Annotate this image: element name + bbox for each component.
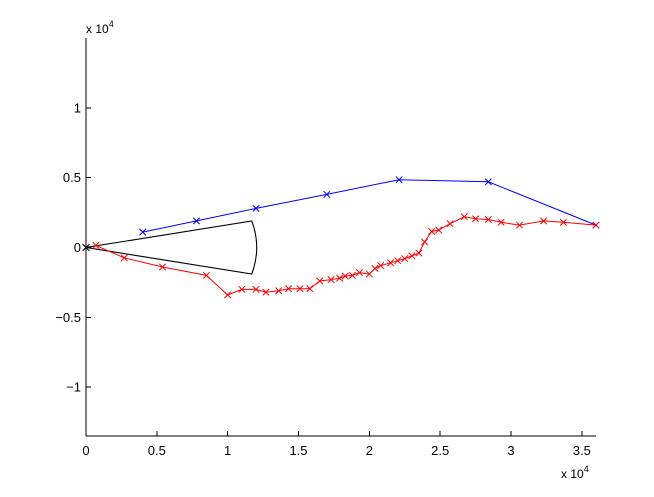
x-tick-label-5: 2.5 [431,443,449,458]
series-1-point-6 [252,285,260,293]
x-tick-label-0: 0 [82,443,89,458]
series-1-point-5 [238,285,246,293]
series-1-point-10 [296,285,304,293]
series-1-point-22 [394,257,402,265]
series-1-point-27 [428,227,436,235]
x-tick-label-2: 1 [224,443,231,458]
series-1-point-35 [540,217,548,225]
series-1-line [95,216,597,296]
x-tick-label-7: 3.5 [573,443,591,458]
series-0 [139,176,600,236]
series-0-point-4 [395,176,403,184]
series-1 [92,213,600,299]
y-ticks: 1 0.5 0 −0.5 −1 [55,100,91,395]
series-1-point-2 [158,263,167,271]
series-1-point-26 [421,238,429,246]
series-0-point-3 [323,190,331,198]
series-1-point-1 [120,254,128,262]
series-1-point-36 [559,218,567,226]
y-tick-label-1: 0.5 [63,170,81,185]
series-1-point-34 [515,221,524,229]
y-multiplier-exponent: 4 [109,19,114,29]
series-1-point-7 [262,288,270,296]
x-tick-label-1: 0.5 [148,443,166,458]
series-1-point-15 [341,272,349,280]
series-1-point-16 [348,271,356,279]
series-1-point-25 [415,249,423,257]
series-1-point-28 [435,226,443,234]
series-1-point-13 [327,276,335,284]
series-0-line [142,179,597,233]
series-1-point-12 [316,277,324,285]
series-1-point-19 [371,264,379,272]
series-layer [82,176,600,299]
plot-area: 0 0.5 1 1.5 2 2.5 3 3.5 1 0.5 0 −0.5 −1 [55,38,600,458]
series-1-point-30 [460,213,468,221]
series-1-point-3 [202,271,210,279]
series-0-point-2 [252,204,260,212]
series-1-point-31 [472,215,480,223]
series-1-point-4 [224,291,232,299]
series-1-point-24 [408,252,416,260]
series-0-point-0 [139,228,147,236]
series-1-point-21 [387,259,395,267]
series-1-point-32 [484,215,492,224]
x-tick-label-4: 2 [366,443,373,458]
series-1-point-11 [306,285,314,293]
series-1-point-37 [592,221,600,229]
series-0-point-5 [484,178,492,186]
y-tick-label-2: 0 [74,240,81,255]
series-1-point-17 [355,269,363,277]
series-1-point-29 [446,220,454,228]
series-1-point-33 [497,218,505,226]
x-ticks: 0 0.5 1 1.5 2 2.5 3 3.5 [82,431,591,458]
series-0-point-1 [192,217,201,225]
series-1-point-8 [275,287,283,295]
series-1-point-0 [92,241,100,249]
y-multiplier-base: x 10 [86,22,109,36]
series-1-point-18 [365,270,373,278]
origin-marker [82,243,90,252]
x-tick-label-3: 1.5 [289,443,307,458]
annotation-shapes [85,220,258,275]
series-1-point-9 [285,285,293,293]
series-1-point-20 [377,262,385,270]
x-axis-multiplier-label: x 104 [561,464,589,481]
y-tick-label-0: 1 [74,100,81,115]
y-tick-label-4: −1 [66,380,81,395]
y-tick-label-3: −0.5 [55,310,81,325]
series-1-point-23 [401,255,409,263]
x-tick-label-6: 3 [507,443,514,458]
sector-shape-0 [85,220,258,275]
series-1-point-14 [336,274,344,282]
x-multiplier-base: x 10 [561,467,584,481]
y-axis-multiplier-label: x 104 [86,19,114,36]
x-multiplier-exponent: 4 [584,464,589,474]
